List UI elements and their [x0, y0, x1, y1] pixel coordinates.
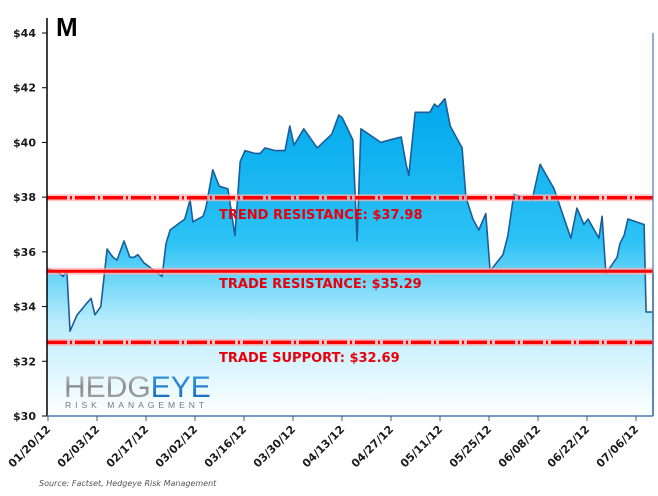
x-tick-label: 03/30/12: [251, 423, 298, 470]
logo-subtitle: RISK MANAGEMENT: [65, 400, 208, 410]
x-tick-label: 03/16/12: [202, 423, 249, 470]
y-tick-label: $40: [13, 136, 36, 149]
x-tick-label: 04/13/12: [300, 423, 347, 470]
source-note: Source: Factset, Hedgeye Risk Management: [39, 479, 217, 488]
y-tick-label: $32: [13, 355, 36, 368]
x-tick-label: 02/17/12: [104, 423, 151, 470]
x-tick-label: 05/11/12: [398, 423, 445, 470]
price-area: [47, 98, 653, 416]
chart-title: M: [56, 12, 78, 42]
y-tick-label: $36: [13, 246, 36, 259]
x-tick-label: 06/08/12: [496, 423, 543, 470]
x-tick-label: 02/03/12: [55, 423, 102, 470]
trade-resistance-label: TRADE RESISTANCE: $35.29: [219, 277, 422, 292]
y-tick-label: $38: [13, 191, 36, 204]
price-line: [46, 97, 654, 416]
x-tick-label: 06/22/12: [545, 423, 592, 470]
x-tick-label: 01/20/12: [6, 423, 53, 470]
level-lines: [47, 194, 653, 346]
x-tick-label: 03/02/12: [153, 423, 200, 470]
plot-area: [46, 97, 654, 416]
logo-eye: EYE: [151, 371, 211, 404]
logo-hedg: HEDG: [64, 371, 151, 404]
trade-support-label: TRADE SUPPORT: $32.69: [219, 351, 400, 366]
x-tick-label: 07/06/12: [594, 423, 641, 470]
x-tick-label: 05/25/12: [447, 423, 494, 470]
y-tick-label: $30: [13, 410, 36, 423]
y-axis: $30 $32 $34 $36 $38 $40 $42 $44: [13, 18, 48, 423]
hedgeye-logo: HEDGEYE RISK MANAGEMENT: [64, 371, 211, 410]
x-tick-label: 04/27/12: [349, 423, 396, 470]
y-tick-label: $42: [13, 82, 36, 95]
svg-text:HEDGEYE: HEDGEYE: [64, 371, 211, 404]
y-tick-label: $44: [13, 27, 36, 40]
y-tick-label: $34: [13, 301, 36, 314]
trend-resistance-label: TREND RESISTANCE: $37.98: [219, 208, 423, 223]
